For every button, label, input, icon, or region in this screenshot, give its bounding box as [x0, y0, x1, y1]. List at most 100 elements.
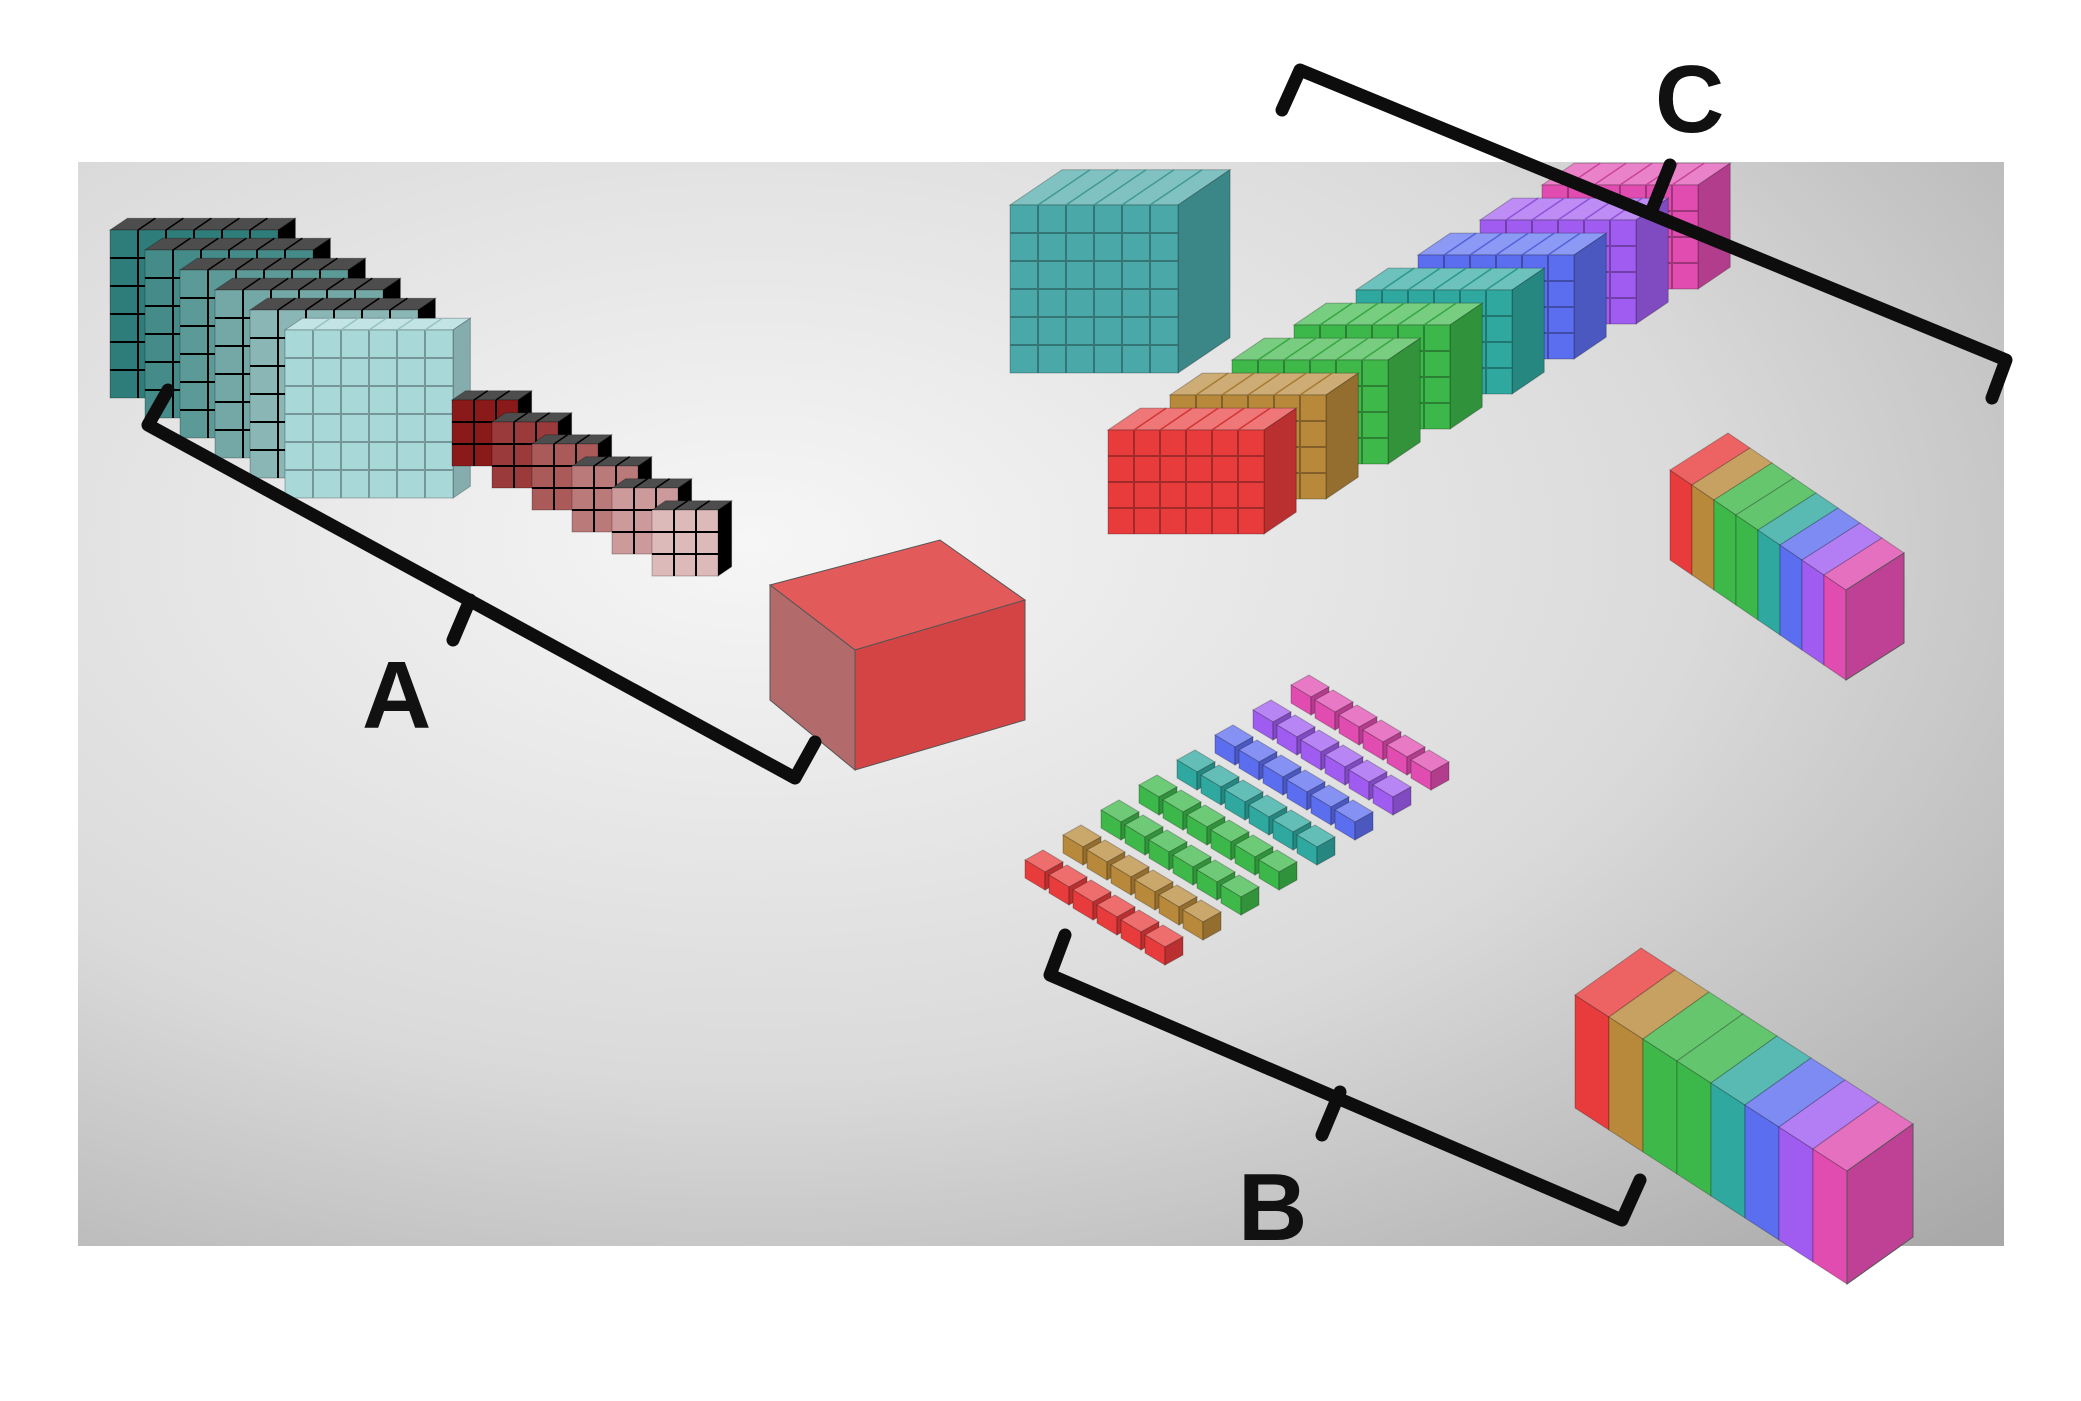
b-strip-5: [1176, 749, 1336, 866]
c-teal-cube-gridline: [1093, 169, 1147, 206]
b-box-slice-front: [1574, 994, 1610, 1131]
red-slice-3-gridline: [575, 434, 591, 445]
c-box-slice-front: [1757, 529, 1781, 636]
red-slice-3-gridline: [553, 434, 569, 445]
red-slice-2-gridline: [513, 412, 529, 423]
c-block-8-gridline: [1619, 162, 1653, 186]
label-c: C: [1655, 46, 1724, 153]
label-b: B: [1238, 1154, 1307, 1261]
red-slice-6: [650, 499, 734, 577]
b-box-slice-front: [1778, 1126, 1814, 1263]
teal-slice-4-gridline: [242, 277, 261, 291]
teal-slice-6-gridline: [312, 317, 331, 331]
c-block-5-gridline: [1407, 267, 1441, 291]
c-block-5-gridline: [1485, 267, 1519, 291]
teal-slice-3-gridline: [235, 257, 254, 271]
c-block-2-gridline: [1273, 372, 1307, 396]
teal-slice-6-gridline: [340, 317, 359, 331]
c-block-4-gridline: [1345, 302, 1379, 326]
c-block-2-gridline: [1247, 372, 1281, 396]
c-block-1-gridline: [1159, 407, 1193, 431]
c-block-1-side: [1263, 407, 1297, 535]
c-block-5-side: [1511, 267, 1545, 395]
c-block-1-gridline: [1211, 407, 1245, 431]
b-box-side: [1846, 1123, 1914, 1285]
c-block-1-gridline: [1185, 407, 1219, 431]
c-block-6-gridline: [1521, 232, 1555, 256]
teal-slice-4-gridline: [354, 277, 373, 291]
red-slice-6-gridline: [695, 500, 711, 511]
teal-slice-2-gridline: [200, 237, 219, 251]
c-block-8-gridline: [1593, 162, 1627, 186]
teal-slice-1-gridline: [249, 217, 268, 231]
b-cube-side: [1392, 786, 1412, 816]
c-block-2-side: [1325, 372, 1359, 500]
c-combined-box: [1669, 432, 1905, 681]
c-teal-cube: [1008, 168, 1232, 374]
b-box-slice-front: [1608, 1016, 1644, 1153]
c-block-6-side: [1573, 232, 1607, 360]
c-block-1: [1106, 407, 1298, 535]
b-box-slice-front: [1744, 1104, 1780, 1241]
bracket-c-tick: [1645, 158, 1677, 217]
teal-slice-4-gridline: [298, 277, 317, 291]
teal-slice-1-gridline: [221, 217, 240, 231]
b-strip-7: [1252, 699, 1412, 816]
teal-slice-3-gridline: [319, 257, 338, 271]
teal-slice-6-gridline: [368, 317, 387, 331]
teal-slice-4-gridline: [326, 277, 345, 291]
c-box-slice-front: [1669, 469, 1693, 576]
b-strip-8: [1290, 674, 1450, 791]
red-slice-2-gridline: [535, 412, 551, 423]
teal-slice-2-gridline: [284, 237, 303, 251]
c-block-6-gridline: [1547, 232, 1581, 256]
teal-slice-1-gridline: [165, 217, 184, 231]
b-strip-1: [1024, 849, 1184, 966]
b-cube-side: [1278, 861, 1298, 891]
red-box-front: [769, 583, 856, 772]
c-box-slice-front: [1779, 544, 1803, 651]
b-cube-side: [1316, 836, 1336, 866]
label-a: A: [362, 642, 431, 749]
c-teal-cube-gridline: [1065, 169, 1119, 206]
b-combined-box: [1574, 947, 1914, 1285]
c-box-slice-front: [1713, 499, 1737, 606]
red-slice-5-gridline: [655, 478, 671, 489]
c-block-3-gridline: [1283, 337, 1317, 361]
c-block-8-gridline: [1671, 162, 1705, 186]
c-block-4-gridline: [1319, 302, 1353, 326]
red-slice-4-gridline: [593, 456, 609, 467]
red-slice-1-gridline: [473, 390, 489, 401]
bracket-b-tick: [1315, 1085, 1347, 1142]
c-block-4-gridline: [1371, 302, 1405, 326]
teal-slice-5-gridline: [361, 297, 380, 311]
red-slice-1-gridline: [495, 390, 511, 401]
teal-slice-6: [283, 317, 472, 499]
b-cube-side: [1202, 911, 1222, 941]
bracket-a-tick: [446, 593, 477, 647]
teal-slice-2-gridline: [256, 237, 275, 251]
c-block-4-gridline: [1397, 302, 1431, 326]
c-box-slice-front: [1735, 514, 1759, 621]
b-box-slice-front: [1812, 1148, 1848, 1285]
b-box-slice-front: [1710, 1082, 1746, 1219]
c-box-slice-front: [1801, 559, 1825, 666]
teal-slice-3-gridline: [263, 257, 282, 271]
b-cube-side: [1164, 936, 1184, 966]
c-block-5-gridline: [1433, 267, 1467, 291]
b-strip-6: [1214, 724, 1374, 841]
c-block-4-side: [1449, 302, 1483, 430]
c-teal-cube-gridline: [1037, 169, 1091, 206]
c-block-1-gridline: [1133, 407, 1167, 431]
c-block-3-gridline: [1309, 337, 1343, 361]
teal-slice-1-gridline: [193, 217, 212, 231]
teal-slice-2-gridline: [172, 237, 191, 251]
teal-slice-5-gridline: [333, 297, 352, 311]
teal-slice-1-gridline: [137, 217, 156, 231]
c-teal-cube-gridline: [1149, 169, 1203, 206]
c-block-3-gridline: [1257, 337, 1291, 361]
c-block-1-gridline: [1237, 407, 1271, 431]
teal-slice-3-gridline: [291, 257, 310, 271]
teal-slice-6-gridline: [396, 317, 415, 331]
